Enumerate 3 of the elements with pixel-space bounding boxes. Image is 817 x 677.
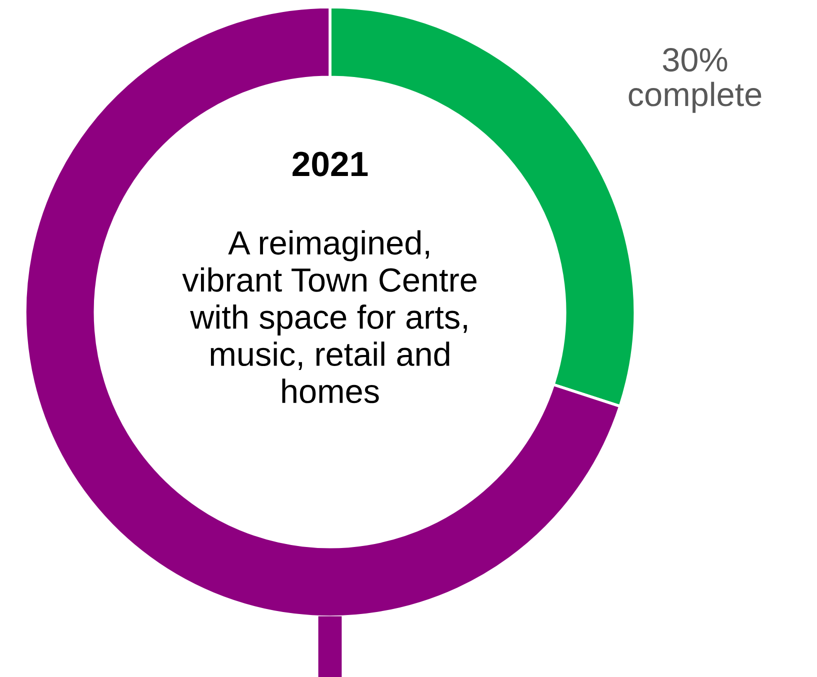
text: 2021 [292, 152, 368, 176]
text: A reimagined, vibrant Town Centre with space for arts, music, retail and homes [182, 230, 476, 404]
data-label: 30% complete [628, 48, 762, 113]
